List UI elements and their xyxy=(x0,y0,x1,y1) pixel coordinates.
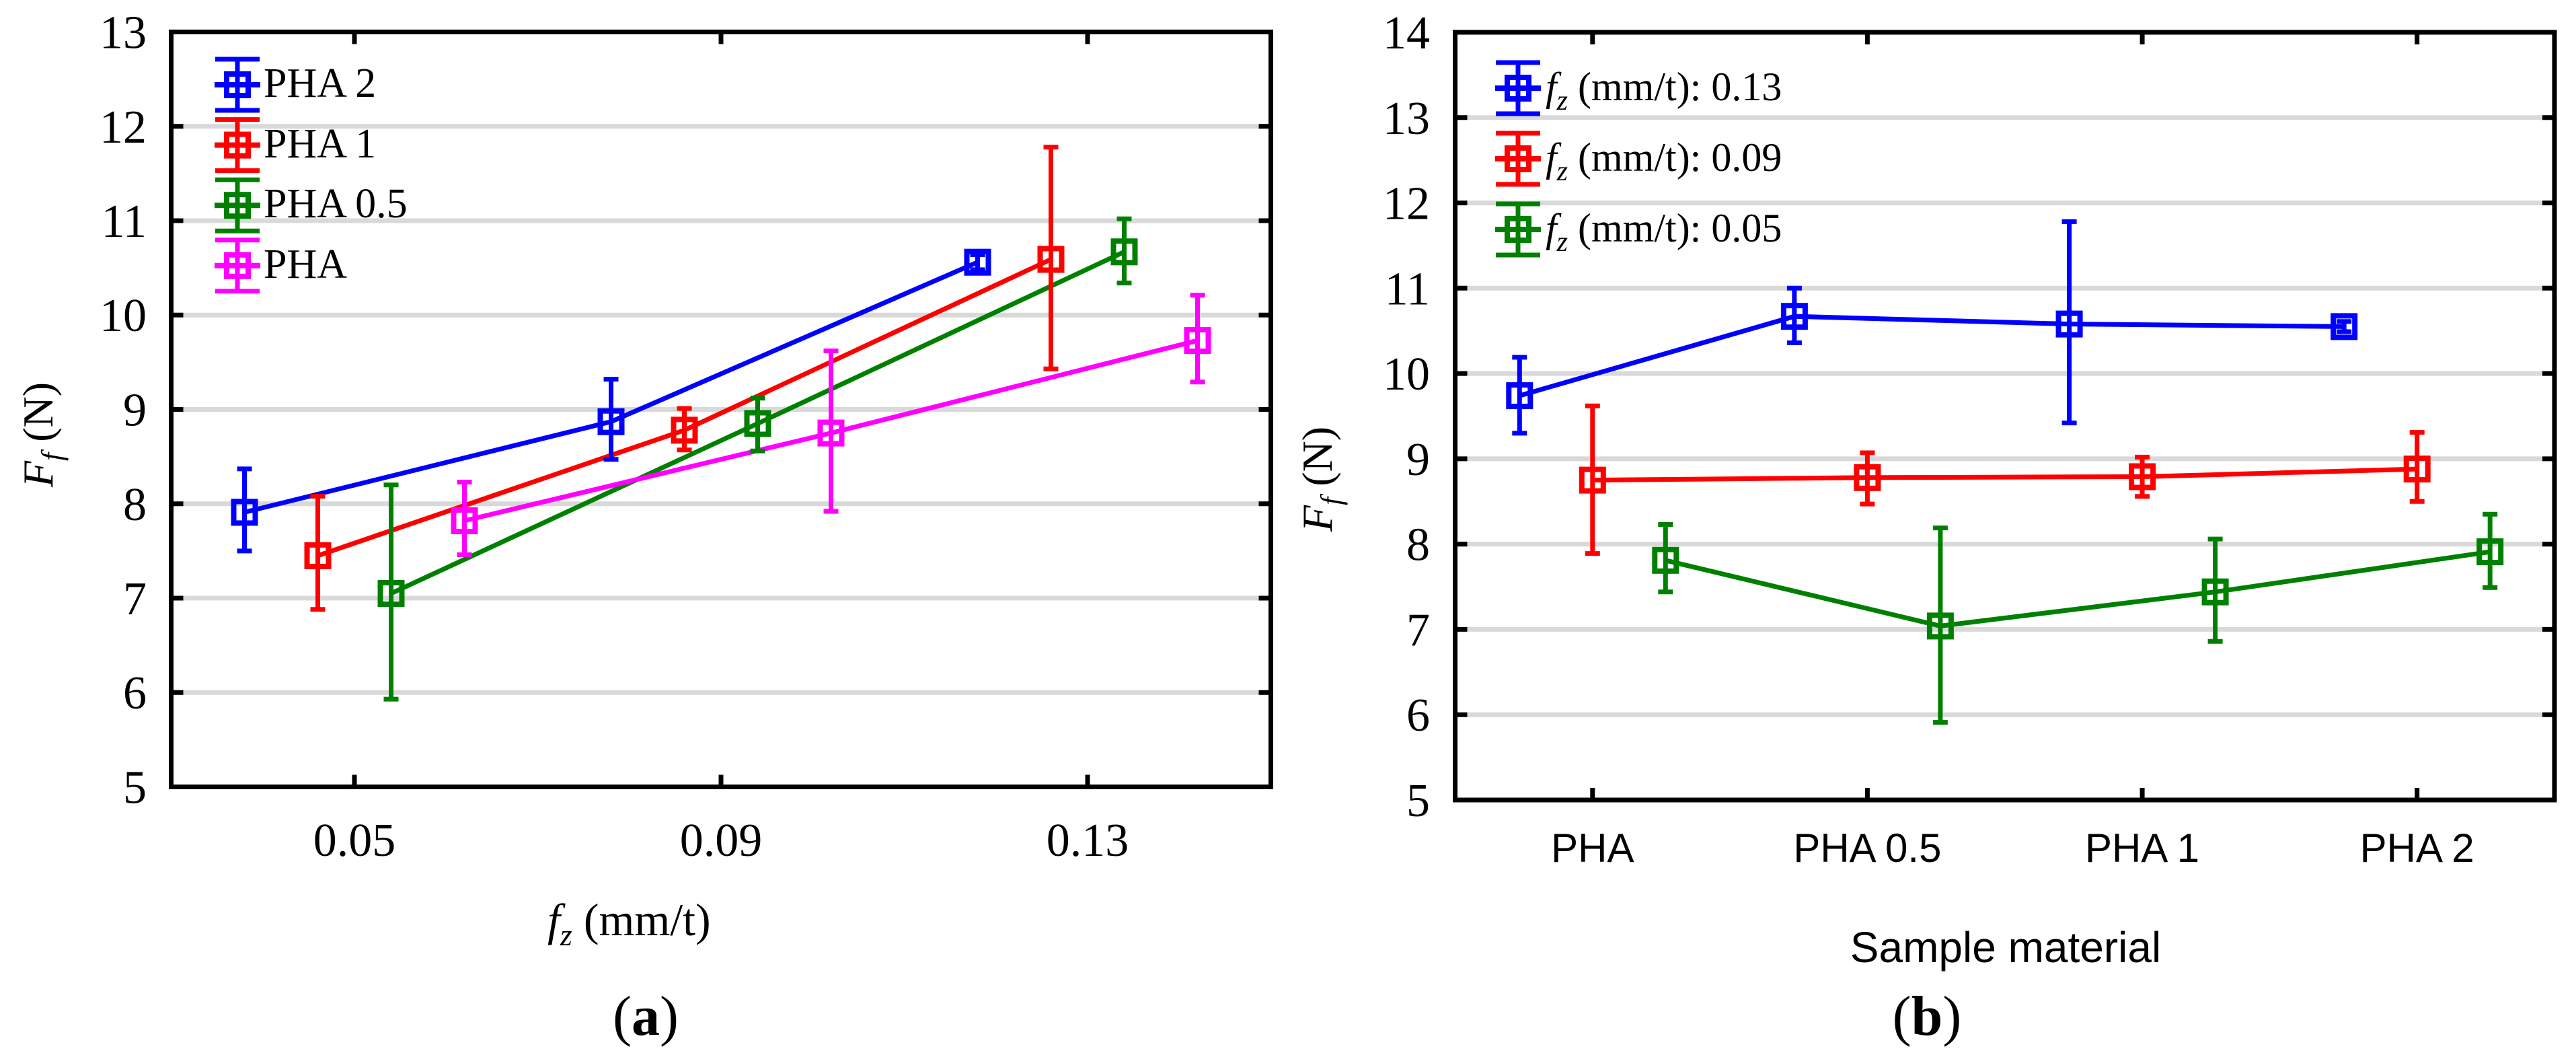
svg-text:Sample material: Sample material xyxy=(1850,923,2161,972)
svg-text:6: 6 xyxy=(123,667,147,719)
svg-text:PHA 0.5: PHA 0.5 xyxy=(264,181,408,227)
svg-text:8: 8 xyxy=(123,479,147,531)
svg-text:13: 13 xyxy=(100,7,147,59)
svg-text:PHA: PHA xyxy=(1551,826,1634,871)
svg-text:0.13: 0.13 xyxy=(1047,815,1129,867)
svg-text:Ff (N): Ff (N) xyxy=(1293,427,1348,532)
svg-text:13: 13 xyxy=(1383,93,1430,145)
svg-text:PHA: PHA xyxy=(264,242,347,287)
svg-text:9: 9 xyxy=(123,385,147,437)
svg-text:0.05: 0.05 xyxy=(313,815,396,867)
svg-text:6: 6 xyxy=(1406,690,1430,741)
svg-text:PHA 1: PHA 1 xyxy=(2085,826,2199,871)
svg-text:fz (mm/t): fz (mm/t) xyxy=(547,894,711,952)
svg-text:7: 7 xyxy=(1406,604,1430,656)
svg-text:(b): (b) xyxy=(1893,985,1962,1048)
svg-text:PHA 2: PHA 2 xyxy=(264,61,376,106)
svg-text:(a): (a) xyxy=(613,985,679,1048)
svg-text:11: 11 xyxy=(1385,263,1430,315)
svg-text:5: 5 xyxy=(123,762,147,814)
svg-text:Ff (N): Ff (N) xyxy=(14,382,69,488)
svg-text:10: 10 xyxy=(1383,349,1430,400)
svg-text:fz (mm/t): 0.09: fz (mm/t): 0.09 xyxy=(1546,135,1782,187)
svg-text:PHA 2: PHA 2 xyxy=(2360,826,2474,871)
svg-text:8: 8 xyxy=(1406,519,1430,571)
svg-text:fz (mm/t): 0.05: fz (mm/t): 0.05 xyxy=(1546,206,1782,258)
svg-text:9: 9 xyxy=(1406,434,1430,486)
svg-text:5: 5 xyxy=(1406,775,1430,827)
svg-text:0.09: 0.09 xyxy=(680,815,763,867)
svg-text:fz (mm/t): 0.13: fz (mm/t): 0.13 xyxy=(1546,65,1782,116)
svg-text:14: 14 xyxy=(1383,7,1430,59)
svg-text:PHA 0.5: PHA 0.5 xyxy=(1793,826,1941,871)
svg-text:12: 12 xyxy=(100,102,147,153)
svg-text:10: 10 xyxy=(100,290,147,342)
svg-text:11: 11 xyxy=(102,196,147,248)
svg-text:7: 7 xyxy=(123,573,147,625)
svg-text:12: 12 xyxy=(1383,178,1430,230)
svg-text:PHA 1: PHA 1 xyxy=(264,121,376,167)
